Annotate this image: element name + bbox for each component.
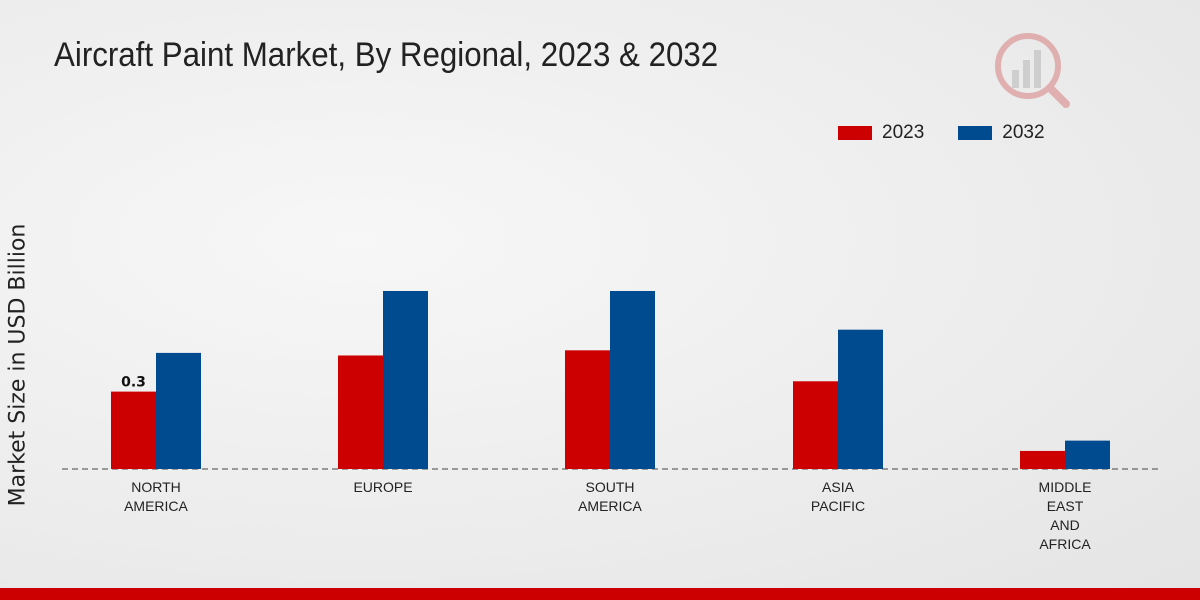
x-tick-label-europe: EUROPE bbox=[353, 479, 412, 495]
bottom-accent-bar bbox=[0, 588, 1200, 600]
legend-swatch-2023 bbox=[838, 126, 872, 140]
legend-item-2023: 2023 bbox=[838, 122, 924, 144]
data-label-0: 0.3 bbox=[121, 375, 146, 391]
legend-item-2032: 2032 bbox=[958, 122, 1045, 144]
watermark-logo-icon bbox=[994, 30, 1072, 110]
legend-label-2023: 2023 bbox=[882, 122, 925, 143]
bar-2023-south-america bbox=[565, 350, 610, 469]
x-tick-label-north-america: NORTH AMERICA bbox=[124, 479, 188, 514]
bar-2032-asia-pacific bbox=[838, 329, 883, 469]
legend-label-2032: 2032 bbox=[1002, 122, 1045, 143]
chart-title: Aircraft Paint Market, By Regional, 2023… bbox=[54, 36, 719, 74]
x-tick-label-south-america: SOUTH AMERICA bbox=[578, 479, 642, 514]
x-tick-label-middle-east-and-africa: MIDDLE EAST AND AFRICA bbox=[1039, 479, 1092, 552]
bar-2032-north-america bbox=[156, 352, 201, 469]
bar-2023-middle-east-and-africa bbox=[1020, 450, 1065, 469]
bar-2023-europe bbox=[338, 355, 383, 469]
bar-2032-europe bbox=[383, 290, 428, 469]
bar-2032-middle-east-and-africa bbox=[1065, 440, 1110, 469]
bar-2023-asia-pacific bbox=[793, 381, 838, 469]
bar-2023-north-america bbox=[111, 391, 156, 469]
legend-swatch-2032 bbox=[958, 126, 993, 140]
x-tick-label-asia-pacific: ASIA PACIFIC bbox=[811, 479, 865, 514]
legend: 2023 2032 bbox=[838, 122, 1079, 144]
bar-2032-south-america bbox=[610, 290, 655, 469]
